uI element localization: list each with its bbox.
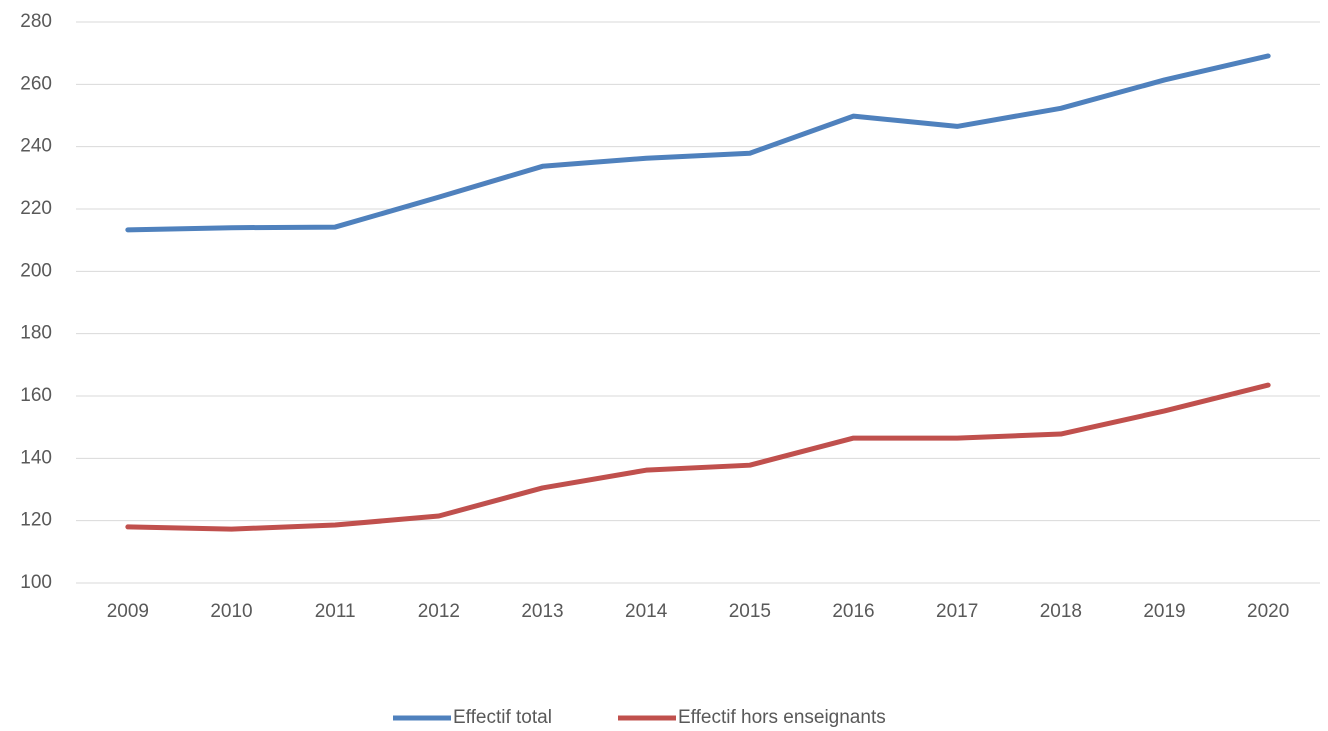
y-tick-label: 280 (20, 11, 52, 32)
y-tick-label: 220 (20, 198, 52, 219)
y-tick-label: 140 (20, 447, 52, 468)
series-line (125, 53, 1271, 233)
x-tick-label: 2020 (1247, 601, 1289, 622)
series-line (125, 382, 1271, 532)
x-tick-label: 2011 (315, 601, 356, 622)
legend-label: Effectif total (453, 707, 552, 728)
x-tick-label: 2016 (832, 601, 874, 622)
y-tick-label: 200 (20, 260, 52, 281)
x-tick-label: 2014 (625, 601, 668, 622)
x-tick-label: 2012 (418, 601, 460, 622)
y-tick-label: 160 (20, 385, 52, 406)
legend-label: Effectif hors enseignants (678, 707, 886, 728)
y-tick-label: 260 (20, 73, 52, 94)
x-tick-label: 2018 (1040, 601, 1082, 622)
x-tick-label: 2013 (521, 601, 563, 622)
y-tick-label: 100 (20, 572, 52, 593)
x-tick-label: 2019 (1143, 601, 1185, 622)
y-tick-label: 240 (20, 136, 52, 157)
y-tick-label: 120 (20, 510, 52, 531)
x-tick-label: 2015 (729, 601, 771, 622)
x-tick-label: 2009 (107, 601, 149, 622)
x-tick-label: 2010 (210, 601, 252, 622)
x-tick-label: 2017 (936, 601, 978, 622)
y-tick-label: 180 (20, 323, 52, 344)
